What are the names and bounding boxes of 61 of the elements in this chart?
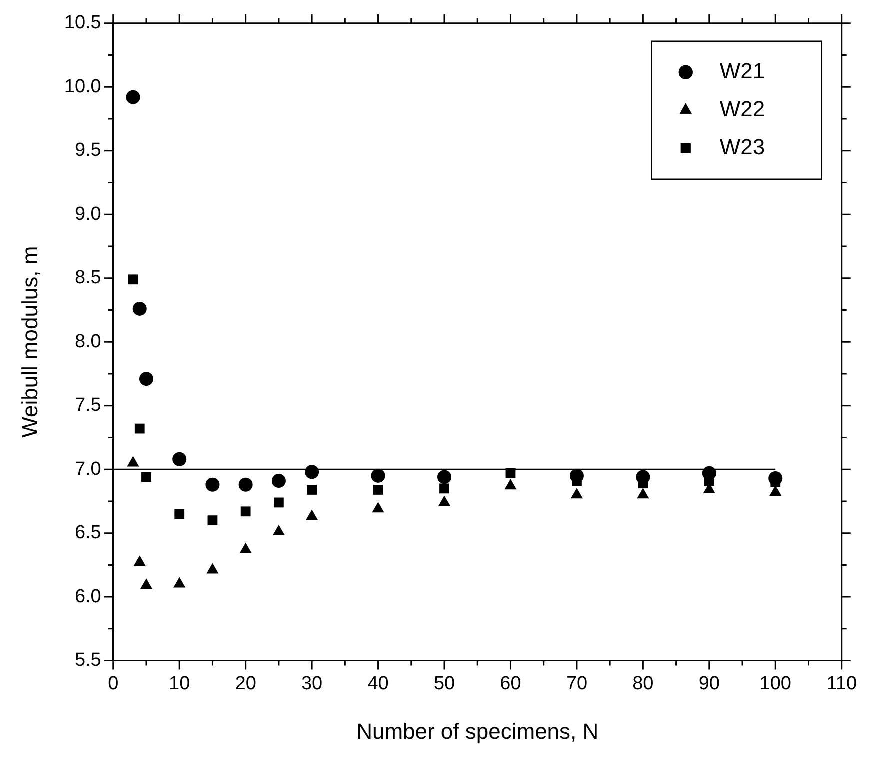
point	[373, 485, 384, 495]
x-tick-label: 70	[566, 673, 588, 694]
point	[206, 478, 220, 492]
point	[238, 478, 253, 492]
point	[174, 577, 186, 588]
point	[570, 488, 584, 499]
x-tick-label: 50	[434, 673, 456, 694]
point	[174, 509, 185, 520]
y-tick-label: 6.5	[74, 522, 102, 544]
point	[134, 556, 146, 566]
x-tick-label: 0	[108, 673, 119, 694]
point	[139, 372, 154, 386]
x-tick-label: 10	[169, 673, 190, 694]
point	[371, 468, 386, 483]
legend-label: W23	[720, 134, 766, 160]
y-tick-label: 8.5	[74, 268, 102, 289]
y-tick-label: 9.5	[74, 140, 102, 162]
x-tick-label: 80	[632, 673, 654, 694]
point	[240, 506, 251, 517]
y-tick-label: 5.5	[74, 650, 102, 672]
x-tick-label: 40	[368, 673, 389, 694]
point	[438, 496, 451, 506]
point	[770, 486, 782, 496]
y-tick-label: 9.0	[74, 204, 102, 225]
point	[274, 498, 284, 508]
x-axis-title: Number of specimens, N	[356, 718, 599, 744]
legend-label: W21	[720, 58, 766, 84]
x-tick-label: 90	[698, 673, 720, 694]
x-tick-label: 20	[235, 673, 256, 694]
x-tick-label: 110	[826, 673, 858, 694]
point	[372, 502, 384, 513]
legend-label: W22	[720, 96, 766, 122]
point	[307, 485, 318, 495]
point	[140, 578, 153, 590]
y-tick-label: 8.0	[74, 331, 102, 352]
y-tick-label: 7.0	[74, 458, 102, 480]
y-tick-label: 10.5	[64, 12, 102, 34]
point	[272, 474, 286, 488]
point	[206, 563, 219, 574]
point	[440, 484, 450, 494]
point	[126, 90, 140, 104]
y-tick-label: 7.5	[74, 395, 102, 416]
x-tick-label: 100	[760, 673, 792, 694]
point	[172, 452, 187, 466]
y-tick-label: 10.0	[64, 76, 102, 98]
point	[127, 456, 140, 467]
point	[208, 516, 218, 526]
point	[272, 525, 286, 536]
point	[134, 424, 145, 434]
point	[142, 472, 152, 482]
y-tick-label: 6.0	[74, 586, 102, 608]
point	[240, 542, 252, 554]
point	[128, 274, 138, 285]
x-tick-label: 60	[500, 673, 522, 694]
x-tick-label: 30	[301, 673, 323, 694]
point	[306, 510, 318, 520]
point	[132, 302, 147, 316]
point	[637, 488, 650, 499]
y-axis-title: Weibull modulus, m	[17, 246, 42, 438]
point	[438, 470, 452, 484]
point	[504, 479, 517, 490]
